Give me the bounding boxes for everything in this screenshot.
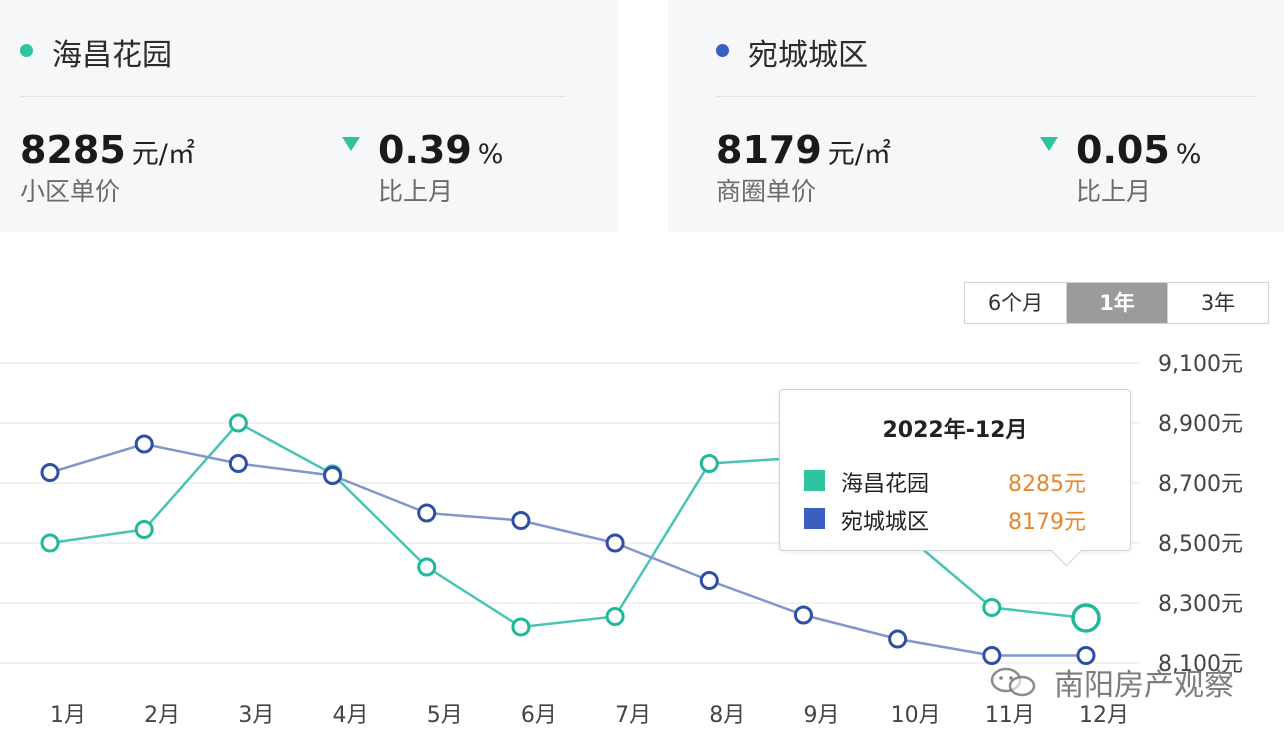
price-value: 8285 bbox=[20, 128, 126, 172]
change-metric: 0.05% 比上月 bbox=[1040, 128, 1201, 208]
price-unit: 元/㎡ bbox=[131, 139, 195, 170]
tooltip-series-label: 海昌花园 bbox=[841, 472, 930, 497]
wechat-icon bbox=[990, 667, 1036, 697]
data-point bbox=[134, 520, 154, 539]
data-point bbox=[511, 617, 531, 637]
data-point bbox=[982, 646, 1002, 665]
divider bbox=[716, 96, 1256, 97]
down-triangle-icon bbox=[1040, 137, 1058, 151]
data-point bbox=[323, 466, 343, 485]
data-point bbox=[1071, 603, 1101, 633]
data-point bbox=[793, 605, 813, 625]
legend-swatch-icon bbox=[804, 470, 825, 491]
tooltip-row: 海昌花园 8285元 bbox=[804, 466, 1086, 497]
series-line bbox=[49, 442, 1086, 657]
range-selector: 6个月 1年 3年 bbox=[964, 282, 1269, 324]
x-tick-label: 6月 bbox=[521, 703, 557, 728]
y-tick-label: 8,900元 bbox=[1158, 412, 1243, 437]
price-value: 8179 bbox=[716, 128, 822, 172]
data-point bbox=[699, 571, 719, 590]
price-metric: 8179 元/㎡ 商圈单价 bbox=[716, 128, 891, 208]
summary-card-district: 宛城城区 8179 元/㎡ 商圈单价 0.05% 比上月 bbox=[668, 0, 1284, 232]
change-value: 0.05 bbox=[1076, 128, 1170, 172]
y-tick-label: 8,100元 bbox=[1158, 652, 1243, 677]
data-point bbox=[511, 511, 531, 530]
data-point bbox=[134, 434, 154, 454]
data-point bbox=[1076, 646, 1096, 665]
tooltip-series-label: 宛城城区 bbox=[841, 510, 930, 535]
change-label: 比上月 bbox=[378, 177, 454, 206]
series-dot-icon bbox=[716, 44, 729, 57]
data-point bbox=[982, 598, 1002, 617]
card-title: 海昌花园 bbox=[52, 38, 172, 73]
price-metric: 8285 元/㎡ 小区单价 bbox=[20, 128, 195, 208]
data-point bbox=[605, 607, 625, 626]
divider bbox=[20, 96, 565, 97]
x-tick-label: 5月 bbox=[427, 703, 463, 728]
change-unit: % bbox=[1175, 139, 1202, 170]
x-tick-label: 7月 bbox=[615, 703, 651, 728]
watermark-text: 南阳房产观察 bbox=[1054, 668, 1234, 703]
y-tick-label: 8,500元 bbox=[1158, 532, 1243, 557]
price-trend-chart: 8,100元 8,300元 8,500元 8,700元 8,900元 9,100元 1月 2… bbox=[0, 352, 1243, 728]
x-tick-label: 8月 bbox=[709, 703, 745, 728]
change-unit: % bbox=[477, 139, 504, 170]
change-metric: 0.39% 比上月 bbox=[342, 128, 503, 208]
change-label: 比上月 bbox=[1076, 177, 1152, 206]
x-tick-label: 9月 bbox=[803, 703, 839, 728]
data-point bbox=[888, 629, 908, 649]
data-point bbox=[40, 463, 60, 482]
card-title: 宛城城区 bbox=[748, 38, 868, 73]
x-tick-label: 4月 bbox=[333, 703, 369, 728]
y-tick-label: 8,300元 bbox=[1158, 592, 1243, 617]
tooltip-series-value: 8285元 bbox=[1008, 472, 1086, 497]
data-point bbox=[605, 533, 625, 553]
tooltip-series-value: 8179元 bbox=[1008, 510, 1086, 535]
change-value: 0.39 bbox=[378, 128, 472, 172]
tab-3-years[interactable]: 3年 bbox=[1167, 283, 1268, 323]
price-label: 商圈单价 bbox=[716, 177, 817, 206]
data-point bbox=[228, 454, 248, 473]
data-point bbox=[40, 533, 60, 553]
x-tick-label: 3月 bbox=[238, 703, 274, 728]
tab-6-months[interactable]: 6个月 bbox=[965, 283, 1066, 323]
data-point bbox=[228, 413, 248, 433]
x-tick-label: 11月 bbox=[985, 703, 1035, 728]
data-point bbox=[417, 503, 437, 523]
tooltip-title: 2022年-12月 bbox=[882, 418, 1028, 443]
watermark: 南阳房产观察 bbox=[984, 664, 1234, 703]
summary-card-community: 海昌花园 8285 元/㎡ 小区单价 0.39% 比上月 bbox=[0, 0, 618, 232]
chart-tooltip: 2022年-12月 海昌花园 8285元 宛城城区 8179元 bbox=[779, 389, 1131, 567]
y-tick-label: 8,700元 bbox=[1158, 472, 1243, 497]
data-point bbox=[699, 454, 719, 473]
x-tick-label: 1月 bbox=[50, 703, 86, 728]
tab-1-year[interactable]: 1年 bbox=[1066, 283, 1167, 323]
x-tick-label: 12月 bbox=[1079, 703, 1129, 728]
price-label: 小区单价 bbox=[20, 177, 121, 206]
series-dot-icon bbox=[20, 44, 33, 57]
legend-swatch-icon bbox=[804, 508, 825, 529]
price-unit: 元/㎡ bbox=[827, 139, 891, 170]
down-triangle-icon bbox=[342, 137, 360, 151]
x-tick-label: 10月 bbox=[891, 703, 941, 728]
tooltip-row: 宛城城区 8179元 bbox=[804, 504, 1086, 535]
x-tick-label: 2月 bbox=[144, 703, 180, 728]
y-tick-label: 9,100元 bbox=[1158, 352, 1243, 377]
data-point bbox=[417, 557, 437, 577]
